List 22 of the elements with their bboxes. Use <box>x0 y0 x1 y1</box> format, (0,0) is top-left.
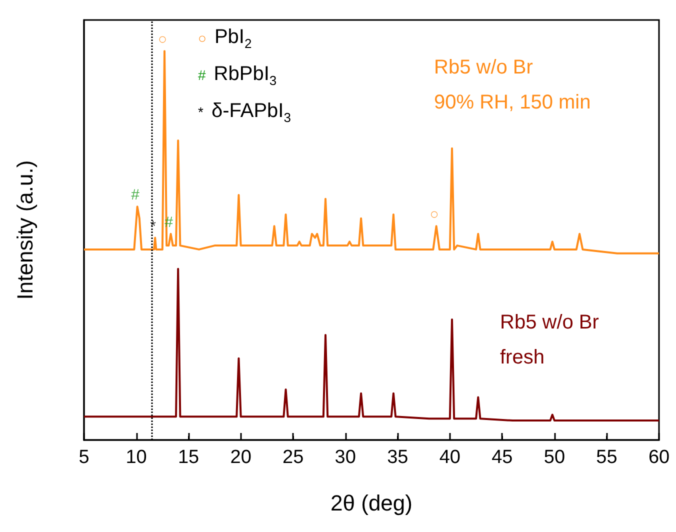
x-tick-label: 20 <box>230 447 252 468</box>
annotation: # <box>131 186 140 204</box>
x-tick-label: 5 <box>78 447 90 468</box>
x-tick-label: 40 <box>439 447 460 468</box>
x-tick-label: 50 <box>544 447 566 468</box>
annotation: ○ <box>158 31 168 48</box>
x-tick-label: 25 <box>282 447 304 468</box>
x-tick-label: 35 <box>387 447 408 468</box>
x-axis-title: 2θ (deg) <box>330 490 412 516</box>
x-tick-label: 55 <box>596 447 618 468</box>
series-label: Rb5 w/o Br fresh <box>500 312 600 368</box>
series-label: Rb5 w/o Br 90% RH, 150 min <box>434 56 591 114</box>
x-tick-label: 60 <box>648 447 670 468</box>
annotation: # RbPbI$_{3}$ <box>198 63 277 88</box>
x-tick-label: 30 <box>334 447 356 468</box>
x-tick-label: 45 <box>492 447 513 468</box>
text: ○ PbI$_{2}$ <box>198 26 252 51</box>
y-axis-title: Intensity (a.u.) <box>12 160 38 300</box>
x-tick-label: 10 <box>126 447 147 468</box>
x-tick-label: 15 <box>178 447 200 468</box>
annotation: * δ-FAPbI$_{3}$ <box>198 100 291 125</box>
annotation: ○ <box>430 206 439 224</box>
